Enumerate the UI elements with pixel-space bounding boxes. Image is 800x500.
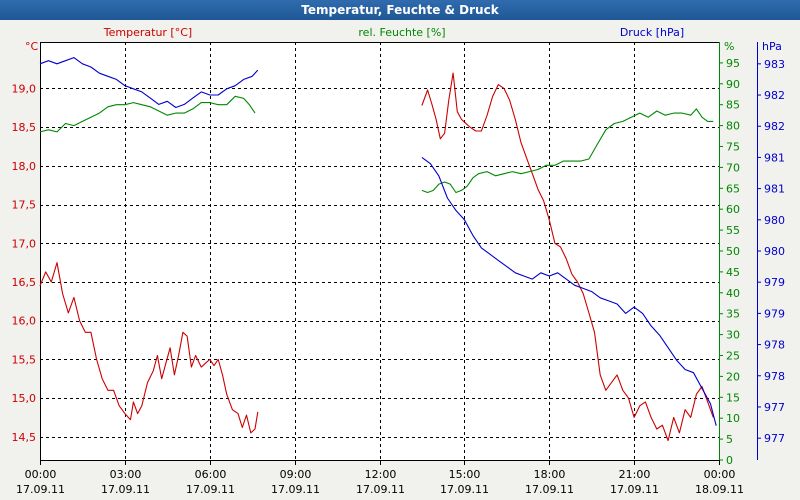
humidity-tick-label: 80 bbox=[726, 120, 740, 133]
pressure-axis-label: Druck [hPa] bbox=[620, 26, 684, 39]
pressure-tick-label: 982 bbox=[764, 120, 785, 133]
series-line-temperature bbox=[421, 72, 714, 442]
humidity-tick-label: 75 bbox=[726, 141, 740, 154]
temperature-tick-label: 16,5 bbox=[12, 276, 37, 289]
series-line-pressure bbox=[39, 57, 259, 109]
temperature-tick-label: 14,5 bbox=[12, 431, 37, 444]
x-tick-label-time: 12:00 bbox=[365, 468, 397, 481]
x-tick-label-time: 09:00 bbox=[280, 468, 312, 481]
pressure-tick-label: 979 bbox=[764, 276, 785, 289]
x-tick-label-time: 21:00 bbox=[619, 468, 651, 481]
humidity-tick-label: 55 bbox=[726, 224, 740, 237]
series-line-humidity bbox=[39, 95, 256, 133]
pressure-tick-label: 980 bbox=[764, 245, 785, 258]
series-line-pressure bbox=[421, 156, 717, 426]
humidity-tick-label: 45 bbox=[726, 266, 740, 279]
humidity-tick-label: 85 bbox=[726, 99, 740, 112]
humidity-tick-label: 30 bbox=[726, 329, 740, 342]
pressure-tick-label: 981 bbox=[764, 183, 785, 196]
x-tick-label-date: 17.09.11 bbox=[440, 483, 489, 496]
pressure-tick-label: 978 bbox=[764, 339, 785, 352]
x-tick-label-date: 17.09.11 bbox=[271, 483, 320, 496]
x-tick-label-time: 00:00 bbox=[704, 468, 736, 481]
temperature-tick-label: 17,5 bbox=[12, 199, 37, 212]
x-tick-label-time: 06:00 bbox=[195, 468, 227, 481]
humidity-tick-label: 90 bbox=[726, 78, 740, 91]
humidity-tick-label: 50 bbox=[726, 245, 740, 258]
humidity-tick-label: 65 bbox=[726, 182, 740, 195]
pressure-unit: hPa bbox=[762, 40, 782, 53]
chart-title: Temperatur, Feuchte & Druck bbox=[0, 0, 800, 20]
x-tick-label-date: 17.09.11 bbox=[186, 483, 235, 496]
humidity-tick-label: 40 bbox=[726, 287, 740, 300]
temperature-tick-label: 15,5 bbox=[12, 353, 37, 366]
humidity-tick-label: 0 bbox=[726, 454, 733, 467]
humidity-tick-label: 10 bbox=[726, 412, 740, 425]
pressure-tick-label: 979 bbox=[764, 307, 785, 320]
humidity-tick-label: 15 bbox=[726, 391, 740, 404]
temperature-unit: °C bbox=[25, 40, 39, 53]
temperature-tick-label: 17,0 bbox=[12, 237, 37, 250]
series-line-temperature bbox=[39, 262, 259, 434]
temperature-tick-label: 18,5 bbox=[12, 121, 37, 134]
humidity-tick-label: 20 bbox=[726, 370, 740, 383]
x-tick-label-date: 17.09.11 bbox=[525, 483, 574, 496]
humidity-tick-label: 25 bbox=[726, 350, 740, 363]
x-tick-label-time: 18:00 bbox=[534, 468, 566, 481]
pressure-tick-label: 982 bbox=[764, 89, 785, 102]
humidity-tick-label: 60 bbox=[726, 203, 740, 216]
humidity-unit: % bbox=[724, 40, 734, 53]
line-chart: 00:00 17.09.11 03:00 17.09.11 06:00 17.09.11 0… bbox=[12, 26, 786, 496]
x-tick-label-time: 15:00 bbox=[449, 468, 481, 481]
x-tick-label-time: 03:00 bbox=[110, 468, 142, 481]
humidity-tick-label: 70 bbox=[726, 161, 740, 174]
x-tick-label-date: 17.09.11 bbox=[610, 483, 659, 496]
humidity-axis-label: rel. Feuchte [%] bbox=[358, 26, 445, 39]
temperature-tick-label: 15,0 bbox=[12, 392, 37, 405]
humidity-tick-label: 95 bbox=[726, 57, 740, 70]
temperature-tick-label: 19,0 bbox=[12, 82, 37, 95]
x-tick-label-date: 18.09.11 bbox=[695, 483, 744, 496]
x-tick-label-date: 17.09.11 bbox=[16, 483, 65, 496]
humidity-tick-label: 5 bbox=[726, 433, 733, 446]
pressure-tick-label: 981 bbox=[764, 151, 785, 164]
x-tick-label-date: 17.09.11 bbox=[356, 483, 405, 496]
pressure-tick-label: 983 bbox=[764, 58, 785, 71]
temperature-axis-label: Temperatur [°C] bbox=[103, 26, 192, 39]
series-line-humidity bbox=[421, 108, 714, 194]
pressure-tick-label: 977 bbox=[764, 432, 785, 445]
humidity-tick-label: 35 bbox=[726, 308, 740, 321]
pressure-tick-label: 980 bbox=[764, 214, 785, 227]
x-tick-label-time: 00:00 bbox=[25, 468, 57, 481]
pressure-tick-label: 977 bbox=[764, 401, 785, 414]
x-tick-label-date: 17.09.11 bbox=[101, 483, 150, 496]
temperature-tick-label: 16,0 bbox=[12, 315, 37, 328]
pressure-tick-label: 978 bbox=[764, 370, 785, 383]
temperature-tick-label: 18,0 bbox=[12, 160, 37, 173]
